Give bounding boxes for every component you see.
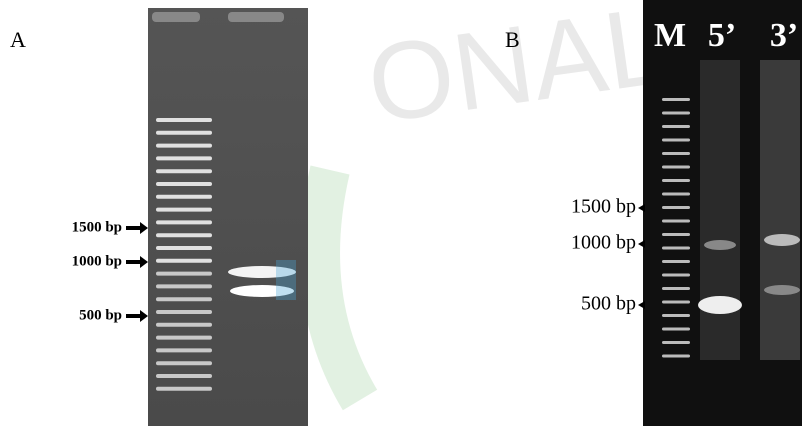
ladder-band: [662, 328, 690, 331]
marker-label: 1000 bp: [72, 253, 122, 269]
figure: ONAL UNIV A 1500 bp1000 bp500 bp B M5’3’…: [0, 0, 802, 426]
lane-smear: [700, 60, 740, 360]
ladder-band: [662, 287, 690, 290]
band: [764, 234, 800, 246]
ladder-band: [662, 125, 690, 128]
ladder-band: [662, 260, 690, 263]
ladder-band: [156, 259, 212, 263]
ladder-band: [156, 118, 212, 122]
lane-label: 5’: [708, 17, 736, 54]
marker-label: 500 bp: [581, 293, 636, 315]
marker-arrow: [638, 240, 645, 248]
lane-smear: [760, 60, 800, 360]
ladder-band: [156, 182, 212, 186]
ladder-band: [156, 144, 212, 148]
panel-label: B: [505, 27, 520, 52]
ladder-band: [662, 355, 690, 358]
ladder-band: [662, 112, 690, 115]
ladder-band: [156, 220, 212, 224]
ladder-band: [156, 297, 212, 301]
ladder-band: [662, 301, 690, 304]
ladder-band: [156, 208, 212, 212]
ladder-band: [156, 336, 212, 340]
ladder-band: [156, 169, 212, 173]
watermark-logo: [320, 170, 360, 400]
ladder-band: [156, 323, 212, 327]
ladder-band: [662, 247, 690, 250]
marker-arrow: [126, 310, 148, 322]
marker-arrow: [126, 222, 148, 234]
ladder-band: [662, 220, 690, 223]
band: [704, 240, 736, 250]
ladder-band: [156, 195, 212, 199]
band: [764, 285, 800, 295]
ladder-band: [662, 166, 690, 169]
well: [152, 12, 200, 22]
ladder-band: [156, 284, 212, 288]
well: [228, 12, 284, 22]
band-glow: [276, 260, 296, 300]
ladder-band: [156, 387, 212, 391]
ladder-band: [662, 341, 690, 344]
ladder-band: [662, 314, 690, 317]
ladder-band: [662, 139, 690, 142]
marker-arrow: [638, 301, 645, 309]
marker-label: 1000 bp: [571, 232, 636, 254]
lane-label: M: [654, 17, 686, 54]
marker-arrow: [126, 256, 148, 268]
ladder-band: [156, 348, 212, 352]
ladder-band: [156, 361, 212, 365]
ladder-band: [156, 374, 212, 378]
ladder-band: [662, 274, 690, 277]
ladder-band: [662, 193, 690, 196]
ladder-band: [156, 310, 212, 314]
band: [698, 296, 742, 314]
marker-arrow: [638, 204, 645, 212]
ladder-band: [662, 233, 690, 236]
marker-label: 1500 bp: [571, 196, 636, 218]
ladder-band: [662, 152, 690, 155]
ladder-band: [662, 206, 690, 209]
ladder-band: [156, 233, 212, 237]
marker-label: 1500 bp: [72, 219, 122, 235]
ladder-band: [156, 246, 212, 250]
ladder-band: [156, 131, 212, 135]
marker-label: 500 bp: [79, 307, 122, 323]
lane-label: 3’: [770, 17, 798, 54]
ladder-band: [662, 98, 690, 101]
ladder-band: [662, 179, 690, 182]
panel-label: A: [10, 27, 26, 52]
ladder-band: [156, 272, 212, 276]
ladder-band: [156, 156, 212, 160]
